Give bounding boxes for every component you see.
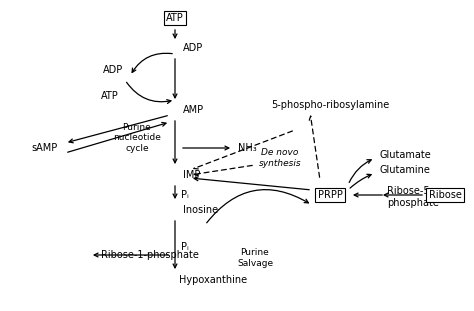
- Text: ATP: ATP: [101, 91, 119, 101]
- Text: ADP: ADP: [183, 43, 203, 53]
- Text: NH₃: NH₃: [238, 143, 257, 153]
- Text: ADP: ADP: [103, 65, 123, 75]
- Text: Ribose: Ribose: [428, 190, 461, 200]
- Text: 5-phospho-ribosylamine: 5-phospho-ribosylamine: [271, 100, 389, 110]
- Text: Ribose-5-
phosphate: Ribose-5- phosphate: [387, 186, 439, 208]
- Text: Inosine: Inosine: [183, 205, 218, 215]
- Text: sAMP: sAMP: [32, 143, 58, 153]
- Text: ATP: ATP: [166, 13, 184, 23]
- Text: Glutamate: Glutamate: [380, 150, 432, 160]
- Text: IMP: IMP: [183, 170, 201, 180]
- Text: AMP: AMP: [183, 105, 204, 115]
- Text: Purine
Salvage: Purine Salvage: [237, 248, 273, 268]
- Text: Hypoxanthine: Hypoxanthine: [179, 275, 247, 285]
- Text: Glutamine: Glutamine: [380, 165, 431, 175]
- Text: PRPP: PRPP: [318, 190, 342, 200]
- Text: Ribose-1-phosphate: Ribose-1-phosphate: [101, 250, 199, 260]
- Text: Pᵢ: Pᵢ: [181, 189, 189, 199]
- Text: Purine
nucleotide
cycle: Purine nucleotide cycle: [113, 123, 161, 153]
- Text: De novo
synthesis: De novo synthesis: [259, 148, 301, 168]
- Text: Pᵢ: Pᵢ: [181, 242, 189, 252]
